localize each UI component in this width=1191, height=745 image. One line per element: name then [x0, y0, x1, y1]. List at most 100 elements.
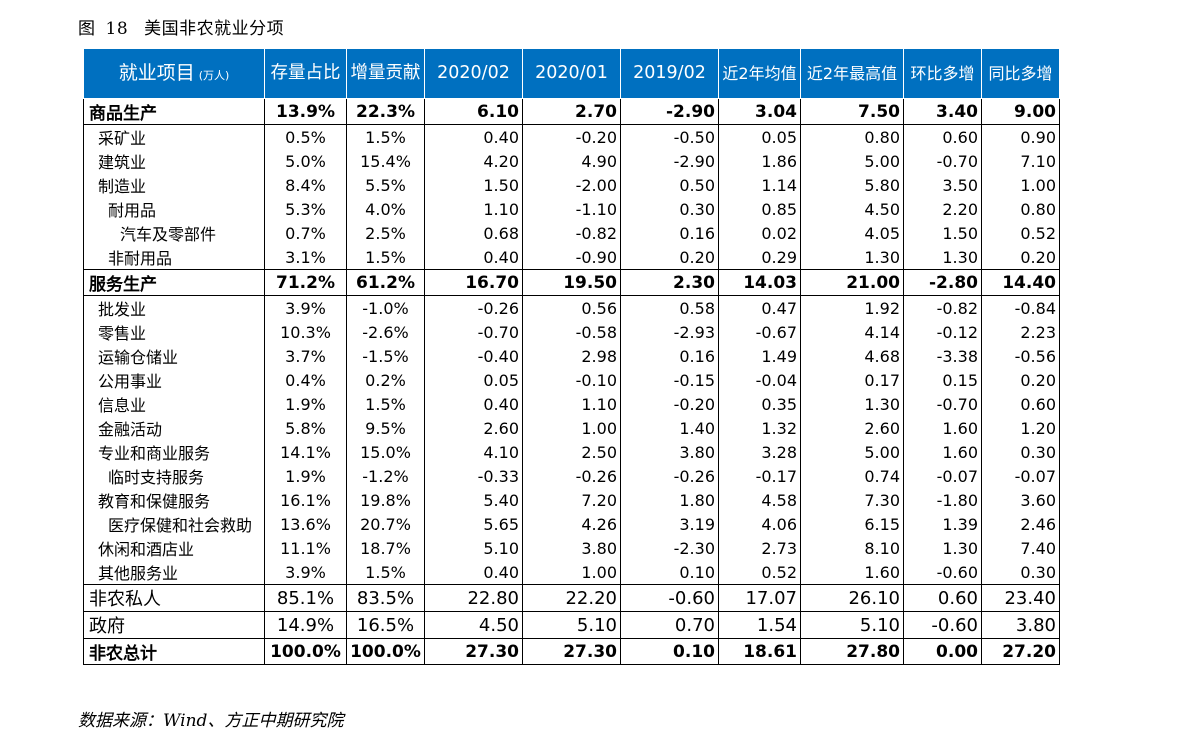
table-row: 建筑业 5.0% 15.4% 4.20 4.90 -2.90 1.86 5.00 -0.70 7.…: [83, 149, 1060, 173]
value-cell: -0.07: [981, 464, 1060, 488]
value-cell: -0.20: [620, 392, 719, 416]
value-cell: -0.60: [903, 560, 982, 585]
figure-number: 18: [105, 19, 129, 39]
value-cell: 1.80: [620, 488, 719, 512]
value-cell: -0.67: [718, 320, 801, 344]
share-cell: 22.3%: [346, 98, 425, 125]
header-2019-02: 2019/02: [620, 48, 719, 99]
value-cell: 21.00: [800, 269, 904, 296]
row-label: 信息业: [83, 392, 265, 416]
value-cell: 0.20: [981, 245, 1060, 270]
value-cell: 0.10: [620, 560, 719, 585]
employment-table: 就业项目 (万人) 存量占比 增量贡献 2020/02 2020/01 2019/…: [83, 48, 1060, 665]
value-cell: -0.84: [981, 295, 1060, 320]
value-cell: 0.52: [718, 560, 801, 585]
value-cell: 5.00: [800, 440, 904, 464]
table-row: 医疗保健和社会救助 13.6% 20.7% 5.65 4.26 3.19 4.06 6.15 1…: [83, 512, 1060, 536]
row-label: 运输仓储业: [83, 344, 265, 368]
share-cell: -2.6%: [346, 320, 425, 344]
value-cell: 6.10: [424, 98, 523, 125]
value-cell: 1.39: [903, 512, 982, 536]
value-cell: 4.10: [424, 440, 523, 464]
table-row: 非耐用品 3.1% 1.5% 0.40 -0.90 0.20 0.29 1.30 1.30 0.2…: [83, 245, 1060, 270]
value-cell: -0.50: [620, 124, 719, 149]
header-increment-contribution: 增量贡献: [346, 48, 425, 99]
value-cell: -0.60: [903, 611, 982, 639]
value-cell: 3.80: [981, 611, 1060, 639]
value-cell: 0.29: [718, 245, 801, 270]
value-cell: -0.15: [620, 368, 719, 392]
row-label: 批发业: [83, 295, 265, 320]
value-cell: 1.00: [522, 560, 621, 585]
value-cell: 2.60: [800, 416, 904, 440]
share-cell: 85.1%: [264, 584, 347, 612]
value-cell: 0.60: [903, 584, 982, 612]
row-label: 制造业: [83, 173, 265, 197]
header-two-year-max: 近2年最高值: [800, 48, 904, 99]
value-cell: 26.10: [800, 584, 904, 612]
value-cell: -0.70: [903, 149, 982, 173]
row-label: 建筑业: [83, 149, 265, 173]
share-cell: 14.9%: [264, 611, 347, 639]
value-cell: 0.40: [424, 245, 523, 270]
value-cell: -2.90: [620, 98, 719, 125]
value-cell: 4.50: [800, 197, 904, 221]
table-row: 非农私人 85.1% 83.5% 22.80 22.20 -0.60 17.07 26.10 0…: [83, 584, 1060, 612]
row-label: 教育和保健服务: [83, 488, 265, 512]
row-label: 耐用品: [83, 197, 265, 221]
value-cell: 1.50: [424, 173, 523, 197]
value-cell: 27.80: [800, 638, 904, 665]
value-cell: 1.86: [718, 149, 801, 173]
value-cell: 3.50: [903, 173, 982, 197]
value-cell: 18.61: [718, 638, 801, 665]
value-cell: -0.26: [620, 464, 719, 488]
value-cell: 0.05: [424, 368, 523, 392]
value-cell: 0.16: [620, 221, 719, 245]
share-cell: 11.1%: [264, 536, 347, 560]
value-cell: -0.07: [903, 464, 982, 488]
share-cell: 3.7%: [264, 344, 347, 368]
share-cell: 16.1%: [264, 488, 347, 512]
value-cell: 0.40: [424, 560, 523, 585]
value-cell: 2.73: [718, 536, 801, 560]
value-cell: 0.35: [718, 392, 801, 416]
share-cell: 10.3%: [264, 320, 347, 344]
table-row: 汽车及零部件 0.7% 2.5% 0.68 -0.82 0.16 0.02 4.05 1.50 0…: [83, 221, 1060, 245]
share-cell: 16.5%: [346, 611, 425, 639]
share-cell: 14.1%: [264, 440, 347, 464]
share-cell: -1.2%: [346, 464, 425, 488]
value-cell: -0.70: [903, 392, 982, 416]
value-cell: 0.60: [903, 124, 982, 149]
value-cell: 0.85: [718, 197, 801, 221]
value-cell: 0.00: [903, 638, 982, 665]
source-note: 数据来源：Wind、方正中期研究院: [78, 711, 344, 731]
value-cell: -0.12: [903, 320, 982, 344]
value-cell: 1.00: [981, 173, 1060, 197]
value-cell: 1.60: [800, 560, 904, 585]
value-cell: 3.80: [620, 440, 719, 464]
share-cell: 13.6%: [264, 512, 347, 536]
value-cell: 1.50: [903, 221, 982, 245]
value-cell: 4.50: [424, 611, 523, 639]
value-cell: 23.40: [981, 584, 1060, 612]
value-cell: 1.60: [903, 440, 982, 464]
share-cell: 100.0%: [346, 638, 425, 665]
value-cell: 0.60: [981, 392, 1060, 416]
value-cell: 3.40: [903, 98, 982, 125]
value-cell: -1.80: [903, 488, 982, 512]
share-cell: 0.5%: [264, 124, 347, 149]
value-cell: 0.58: [620, 295, 719, 320]
value-cell: 9.00: [981, 98, 1060, 125]
value-cell: 0.30: [981, 560, 1060, 585]
value-cell: 1.60: [903, 416, 982, 440]
value-cell: 16.70: [424, 269, 523, 296]
share-cell: 19.8%: [346, 488, 425, 512]
value-cell: -0.40: [424, 344, 523, 368]
value-cell: 22.20: [522, 584, 621, 612]
value-cell: 22.80: [424, 584, 523, 612]
value-cell: 2.70: [522, 98, 621, 125]
value-cell: 0.40: [424, 124, 523, 149]
value-cell: 0.70: [620, 611, 719, 639]
header-mom-increase: 环比多增: [903, 48, 982, 99]
value-cell: 4.20: [424, 149, 523, 173]
